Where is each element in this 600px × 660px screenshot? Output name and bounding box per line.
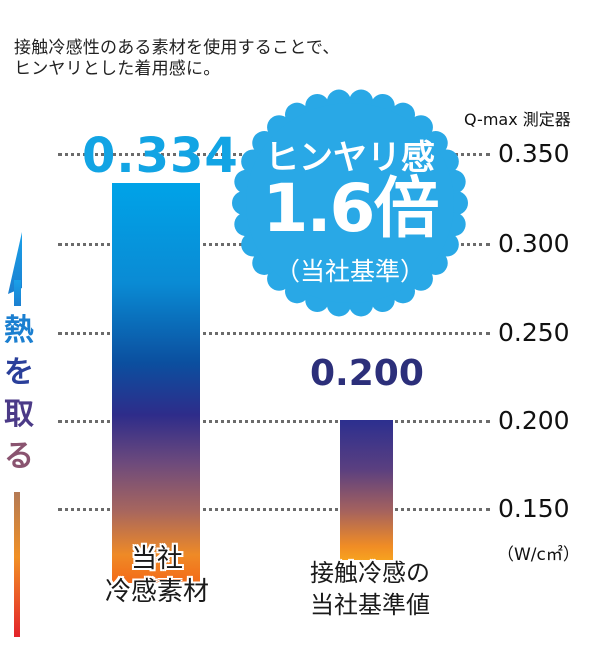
- ratio-badge: ヒンヤリ感 1.6倍 （当社基準）: [230, 88, 470, 318]
- bar-value-label: 0.200: [310, 353, 424, 394]
- gridline-0150: [58, 508, 490, 511]
- intro-text: 接触冷感性のある素材を使用することで、 ヒンヤリとした着用感に。: [14, 38, 340, 80]
- heat-removal-indicator: 熱 を 取 る: [0, 230, 40, 640]
- tick-label: 0.250: [498, 318, 570, 347]
- unit-label: （W/c㎡）: [497, 545, 580, 565]
- heat-removal-label: 熱 を 取 る: [2, 310, 36, 478]
- gridline-0250: [58, 332, 490, 335]
- bar-value-label: 0.334: [82, 128, 239, 184]
- scalloped-badge-icon: [232, 89, 468, 317]
- category-label: 当社 冷感素材: [82, 543, 232, 609]
- axis-title: Q-max 測定器: [464, 110, 571, 129]
- side-char: 熱: [4, 313, 34, 348]
- intro-line-2: ヒンヤリとした着用感に。: [14, 59, 221, 79]
- category-label-line: 当社基準値: [310, 591, 430, 619]
- bar-standard-value: [340, 420, 393, 560]
- category-label-line: 接触冷感の: [310, 559, 430, 587]
- tick-label: 0.200: [498, 406, 570, 435]
- intro-line-1: 接触冷感性のある素材を使用することで、: [14, 38, 340, 58]
- side-char: る: [4, 439, 34, 474]
- category-label-line: 冷感素材: [104, 577, 209, 607]
- gridline-0200: [58, 420, 490, 423]
- side-char: 取: [4, 397, 34, 432]
- tick-label: 0.150: [498, 494, 570, 523]
- up-arrow-icon: [8, 232, 22, 306]
- badge-note: （当社基準）: [274, 257, 425, 286]
- badge-title: ヒンヤリ感: [265, 138, 435, 178]
- badge-ratio: 1.6倍: [262, 170, 440, 247]
- category-label: 接触冷感の 当社基準値: [285, 557, 455, 621]
- tick-label: 0.350: [498, 139, 570, 168]
- category-label-line: 当社: [130, 544, 183, 574]
- tick-label: 0.300: [498, 229, 570, 258]
- bar-company-material: [112, 183, 200, 583]
- side-char: を: [4, 355, 34, 390]
- heat-gradient-bar: [14, 492, 20, 637]
